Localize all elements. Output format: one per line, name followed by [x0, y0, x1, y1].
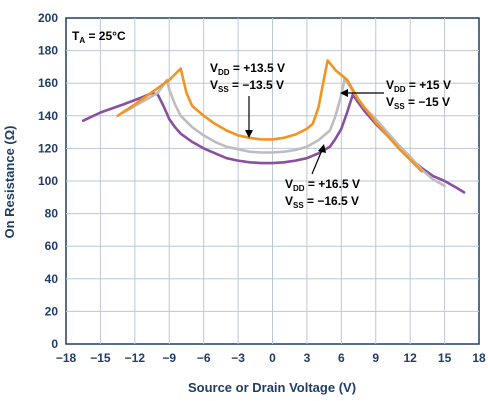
- x-tick-label: 15: [438, 351, 452, 365]
- y-tick-label: 60: [45, 239, 59, 253]
- annotation-16-5v-vss: VSS = −16.5 V: [285, 194, 359, 210]
- x-tick-label: −15: [90, 351, 111, 365]
- arrowhead-16-5v: [318, 144, 326, 153]
- annotation-13-5v-vdd: VDD = +13.5 V: [210, 61, 285, 77]
- x-tick-label: 3: [304, 351, 311, 365]
- y-tick-label: 100: [38, 174, 58, 188]
- annotation-15v-vdd: VDD = +15 V: [386, 78, 451, 94]
- annotation-temperature: TA = 25°C: [72, 29, 126, 45]
- x-tick-label: −6: [197, 351, 211, 365]
- x-tick-label: −9: [162, 351, 176, 365]
- arrow-16-5v: [311, 149, 323, 175]
- y-tick-label: 20: [45, 304, 59, 318]
- x-tick-label: −3: [231, 351, 245, 365]
- arrowhead-15v: [340, 89, 348, 97]
- arrowhead-13-5v: [245, 130, 253, 138]
- y-tick-label: 200: [38, 11, 58, 25]
- grid: [66, 18, 479, 344]
- series-layer: [81, 59, 466, 194]
- x-tick-label: 0: [269, 351, 276, 365]
- x-tick-label: −12: [125, 351, 146, 365]
- y-tick-label: 180: [38, 44, 58, 58]
- x-tick-labels: −18 −15 −12 −9 −6 −3 0 3 6 9 12 15 18: [56, 351, 486, 365]
- series-line-13-5v: [116, 59, 423, 173]
- y-tick-label: 80: [45, 207, 59, 221]
- x-tick-label: 6: [338, 351, 345, 365]
- y-tick-labels: 0 20 40 60 80 100 120 140 160 180 200: [38, 11, 58, 351]
- annotation-15v-vss: VSS = −15 V: [386, 95, 450, 111]
- annotation-13-5v-vss: VSS = −13.5 V: [210, 78, 284, 94]
- x-tick-label: 18: [472, 351, 486, 365]
- y-tick-label: 0: [51, 337, 58, 351]
- series-line-15v: [122, 77, 446, 188]
- y-tick-label: 160: [38, 76, 58, 90]
- x-tick-label: 12: [403, 351, 417, 365]
- annotation-16-5v-vdd: VDD = +16.5 V: [285, 177, 360, 193]
- y-tick-label: 140: [38, 109, 58, 123]
- x-tick-label: −18: [56, 351, 77, 365]
- y-tick-label: 40: [45, 272, 59, 286]
- y-tick-label: 120: [38, 141, 58, 155]
- y-axis-label: On Resistance (Ω): [2, 125, 17, 238]
- x-tick-label: 9: [372, 351, 379, 365]
- x-axis-label: Source or Drain Voltage (V): [188, 380, 356, 395]
